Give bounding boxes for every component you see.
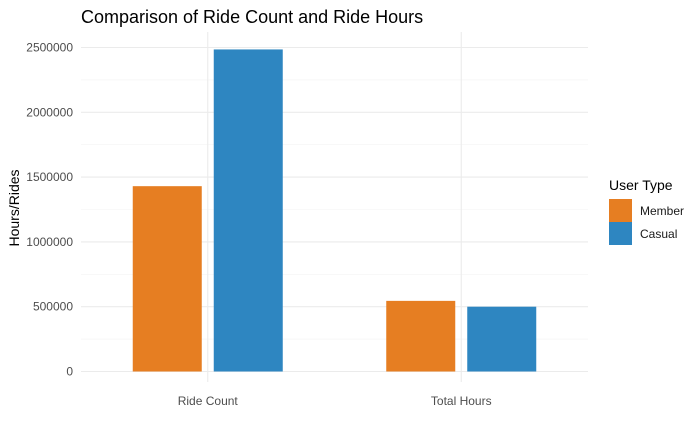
legend-title: User Type bbox=[609, 177, 673, 193]
bar-casual-1 bbox=[467, 306, 537, 372]
y-tick-label: 1000000 bbox=[26, 235, 73, 249]
x-tick-label: Ride Count bbox=[178, 394, 239, 408]
legend-label: Casual bbox=[640, 227, 677, 241]
y-tick-label: 2500000 bbox=[26, 41, 73, 55]
y-tick-label: 0 bbox=[66, 365, 73, 379]
legend-key-casual bbox=[609, 222, 632, 245]
x-tick-label: Total Hours bbox=[431, 394, 492, 408]
y-tick-label: 1500000 bbox=[26, 170, 73, 184]
bar-member-0 bbox=[132, 186, 202, 372]
bars bbox=[132, 49, 537, 372]
y-tick-label: 2000000 bbox=[26, 105, 73, 119]
y-axis-ticks: 0 500000 1000000 1500000 2000000 2500000 bbox=[26, 41, 73, 379]
legend-label: Member bbox=[640, 204, 684, 218]
chart-title: Comparison of Ride Count and Ride Hours bbox=[81, 7, 423, 27]
y-axis-label: Hours/Rides bbox=[6, 169, 22, 246]
bar-member-1 bbox=[386, 300, 456, 372]
legend-key-member bbox=[609, 199, 632, 222]
x-axis-ticks: Ride Count Total Hours bbox=[178, 394, 492, 408]
bar-casual-0 bbox=[213, 49, 283, 372]
y-tick-label: 500000 bbox=[33, 300, 73, 314]
legend: User Type Member Casual bbox=[609, 177, 684, 245]
